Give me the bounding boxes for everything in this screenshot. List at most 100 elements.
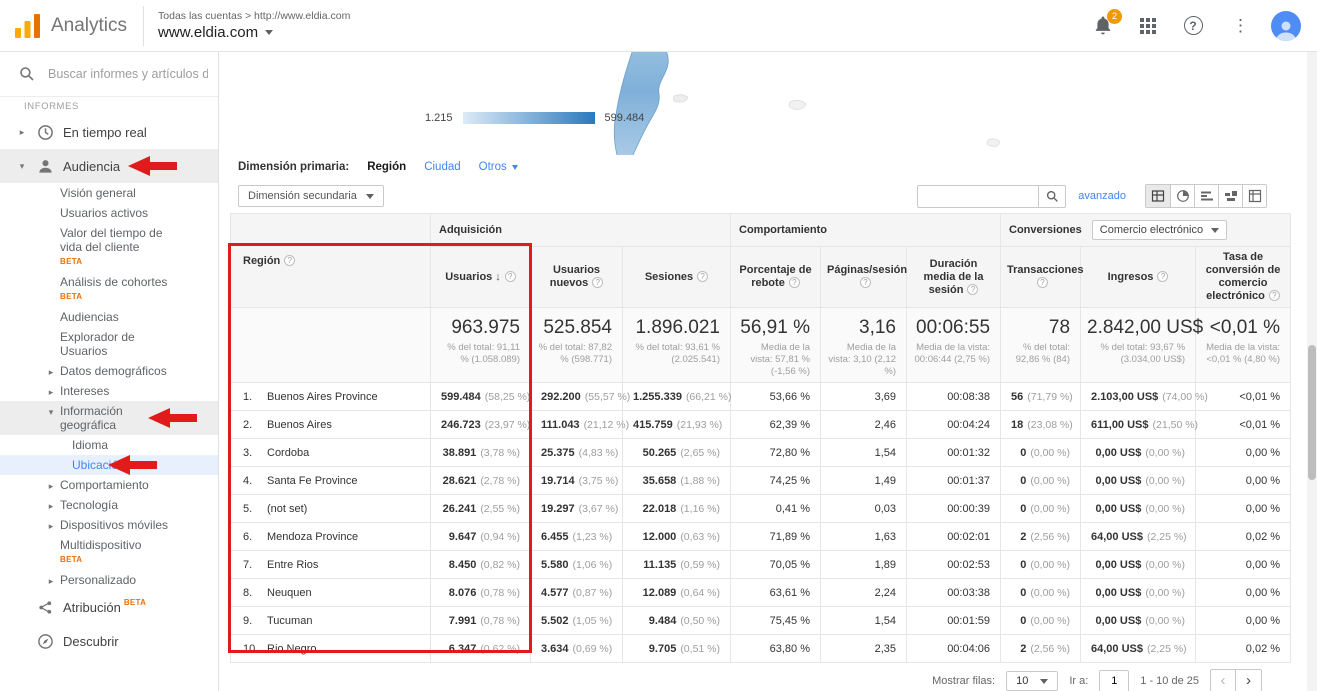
chevron-down-icon[interactable] xyxy=(16,159,28,173)
vertical-scrollbar[interactable] xyxy=(1307,52,1317,691)
help-icon[interactable] xyxy=(1037,277,1049,288)
metric-cell: 0 (0,00 %) xyxy=(1000,578,1082,607)
sidebar-item-en-tiempo-real[interactable]: En tiempo real xyxy=(0,115,218,149)
primary-dimension-ciudad[interactable]: Ciudad xyxy=(424,161,461,173)
region-name[interactable]: 3. Cordoba xyxy=(230,438,431,467)
metric-cell: 7.991 (0,78 %) xyxy=(430,606,531,635)
chevron-right-icon[interactable] xyxy=(45,519,57,533)
next-page-button[interactable]: › xyxy=(1236,669,1261,691)
scrollbar-thumb[interactable] xyxy=(1308,345,1316,480)
help-icon[interactable] xyxy=(697,270,709,282)
apps-grid-button[interactable] xyxy=(1136,14,1160,38)
comparison-view-button[interactable] xyxy=(1218,185,1242,207)
sidebar-item-usuarios-activos[interactable]: Usuarios activos xyxy=(0,203,218,223)
sidebar-item-idioma[interactable]: Idioma xyxy=(0,435,218,455)
sidebar-item-analisis-de-cohortes[interactable]: Análisis de cohortes BETA xyxy=(0,272,218,307)
performance-view-button[interactable] xyxy=(1194,185,1218,207)
search-input[interactable] xyxy=(48,67,208,81)
overflow-menu-button[interactable] xyxy=(1226,14,1250,38)
sidebar-item-intereses[interactable]: Intereses xyxy=(0,381,218,401)
help-icon[interactable] xyxy=(1157,270,1169,282)
sidebar-item-datos-demograficos[interactable]: Datos demográficos xyxy=(0,361,218,381)
metric-cell: 35.658 (1,88 %) xyxy=(622,466,731,495)
home-link[interactable]: Analytics xyxy=(0,13,143,39)
sidebar-item-audiencias[interactable]: Audiencias xyxy=(0,307,218,327)
chevron-right-icon[interactable] xyxy=(45,385,57,399)
pivot-view-button[interactable] xyxy=(1242,185,1266,207)
account-picker[interactable]: Todas las cuentas > http://www.eldia.com… xyxy=(143,5,350,46)
percentage-view-button[interactable] xyxy=(1170,185,1194,207)
sidebar-item-atribucion[interactable]: Atribución BETA xyxy=(0,590,218,624)
column-header-duracion-media-de-la-sesion[interactable]: Duración media de la sesión xyxy=(905,246,1002,308)
prev-page-button[interactable]: ‹ xyxy=(1211,669,1236,691)
primary-dimension-region[interactable]: Región xyxy=(367,161,407,173)
help-icon[interactable] xyxy=(1268,290,1280,301)
secondary-dimension-button[interactable]: Dimensión secundaria xyxy=(238,185,384,207)
chevron-right-icon[interactable] xyxy=(45,365,57,379)
column-header-paginas-sesion[interactable]: Páginas/sesión xyxy=(820,246,907,308)
advanced-link[interactable]: avanzado xyxy=(1078,190,1126,202)
bell-icon xyxy=(1095,16,1111,35)
region-name[interactable]: 2. Buenos Aires xyxy=(230,410,431,439)
sidebar-item-explorador-de-usuarios[interactable]: Explorador de Usuarios xyxy=(0,327,218,361)
view-toggle-group xyxy=(1145,184,1267,208)
help-icon[interactable] xyxy=(788,277,800,288)
chevron-right-icon[interactable] xyxy=(45,574,57,588)
sidebar-item-informacion-geografica[interactable]: Información geográfica xyxy=(0,401,218,435)
region-name[interactable]: 7. Entre Rios xyxy=(230,550,431,579)
table-search-button[interactable] xyxy=(1039,184,1067,208)
region-name[interactable]: 9. Tucuman xyxy=(230,606,431,635)
rows-per-page-select[interactable]: 10 xyxy=(1006,671,1059,691)
sidebar-item-vision-general[interactable]: Visión general xyxy=(0,183,218,203)
sidebar-item-audiencia[interactable]: Audiencia xyxy=(0,149,218,183)
chevron-right-icon[interactable] xyxy=(16,125,28,139)
sidebar-item-label: En tiempo real xyxy=(63,124,147,140)
help-icon[interactable] xyxy=(967,283,979,295)
sidebar-item-tecnologia[interactable]: Tecnología xyxy=(0,495,218,515)
help-icon[interactable] xyxy=(284,254,296,266)
primary-dimension-otros[interactable]: Otros xyxy=(479,161,518,173)
sidebar-item-descubrir[interactable]: Descubrir xyxy=(0,624,218,658)
help-icon[interactable] xyxy=(504,270,516,282)
sidebar-item-ubicacion[interactable]: Ubicación xyxy=(0,455,218,475)
column-header-sesiones[interactable]: Sesiones xyxy=(622,246,731,308)
sidebar-item-valor-del-tiempo-de-vida-del-cliente[interactable]: Valor del tiempo de vida del cliente BETA xyxy=(0,223,218,272)
pie-view-icon xyxy=(1176,190,1189,202)
column-header-usuarios[interactable]: Usuarios xyxy=(430,246,531,308)
sidebar-item-label: Dispositivos móviles xyxy=(60,518,169,532)
notifications-button[interactable]: 2 xyxy=(1091,8,1122,38)
sidebar-item-multidispositivo[interactable]: Multidispositivo BETA xyxy=(0,535,218,570)
sidebar-item-comportamiento[interactable]: Comportamiento xyxy=(0,475,218,495)
ecommerce-selector[interactable]: Comercio electrónico xyxy=(1091,220,1228,240)
chevron-down-icon[interactable] xyxy=(45,405,57,419)
table-search-input[interactable] xyxy=(917,184,1040,208)
help-icon[interactable] xyxy=(860,277,871,288)
help-button[interactable] xyxy=(1181,14,1205,38)
chevron-right-icon[interactable] xyxy=(45,499,57,513)
sidebar-search[interactable] xyxy=(0,52,218,97)
column-header-usuarios-nuevos[interactable]: Usuarios nuevos xyxy=(530,246,623,308)
chevron-right-icon[interactable] xyxy=(45,479,57,493)
region-name[interactable]: 1. Buenos Aires Province xyxy=(230,382,431,411)
geo-map[interactable]: 1.215 599.484 xyxy=(220,52,1307,155)
column-header-tasa-de-conversion-de-comercio-electronico[interactable]: Tasa de conversión de comercio electróni… xyxy=(1195,246,1292,308)
column-header-porcentaje-de-rebote[interactable]: Porcentaje de rebote xyxy=(730,246,821,308)
region-name[interactable]: 8. Neuquen xyxy=(230,578,431,607)
region-name[interactable]: 5. (not set) xyxy=(230,494,431,523)
goto-page-input[interactable] xyxy=(1099,669,1130,691)
region-name[interactable]: 10. Rio Negro xyxy=(230,634,431,663)
region-name[interactable]: 6. Mendoza Province xyxy=(230,522,431,551)
sidebar-item-personalizado[interactable]: Personalizado xyxy=(0,570,218,590)
table-view-button[interactable] xyxy=(1146,185,1170,207)
primary-dimension-label: Dimensión primaria: xyxy=(238,161,350,173)
column-header-transacciones[interactable]: Transacciones xyxy=(1000,246,1083,308)
column-header-ingresos[interactable]: Ingresos xyxy=(1080,246,1197,308)
help-icon[interactable] xyxy=(592,277,604,288)
metric-cell: 0 (0,00 %) xyxy=(1000,494,1082,523)
metric-cell: 00:08:38 xyxy=(905,382,1002,411)
avatar[interactable] xyxy=(1271,10,1301,41)
summary-cell: 1.896.021% del total: 93,61 % (2.025.541… xyxy=(622,307,731,383)
sidebar-item-dispositivos-moviles[interactable]: Dispositivos móviles xyxy=(0,515,218,535)
region-name[interactable]: 4. Santa Fe Province xyxy=(230,466,431,495)
column-header-region[interactable]: Región xyxy=(230,213,431,308)
